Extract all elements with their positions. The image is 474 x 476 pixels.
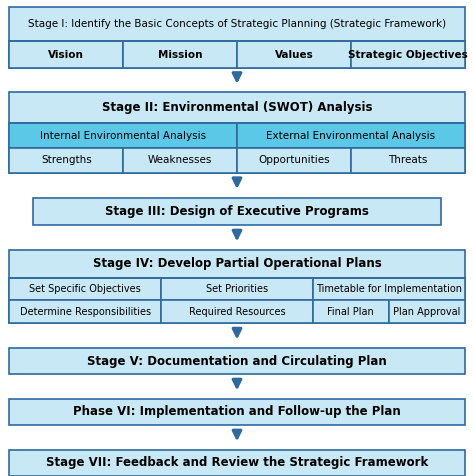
FancyBboxPatch shape [9,348,465,374]
Text: Required Resources: Required Resources [189,307,285,317]
FancyBboxPatch shape [313,278,465,300]
Text: External Environmental Analysis: External Environmental Analysis [266,130,435,141]
Text: Stage II: Environmental (SWOT) Analysis: Stage II: Environmental (SWOT) Analysis [102,101,372,114]
FancyBboxPatch shape [9,278,161,300]
FancyBboxPatch shape [9,250,465,323]
FancyBboxPatch shape [123,41,237,68]
FancyBboxPatch shape [9,123,237,148]
FancyBboxPatch shape [161,278,313,300]
FancyBboxPatch shape [237,41,351,68]
FancyBboxPatch shape [9,300,161,323]
Text: Final Plan: Final Plan [328,307,374,317]
Text: Determine Responsibilities: Determine Responsibilities [20,307,151,317]
FancyBboxPatch shape [9,148,123,173]
FancyBboxPatch shape [33,198,441,225]
Text: Opportunities: Opportunities [258,155,330,166]
Text: Stage I: Identify the Basic Concepts of Strategic Planning (Strategic Framework): Stage I: Identify the Basic Concepts of … [28,19,446,30]
Text: Timetable for Implementation: Timetable for Implementation [316,284,462,294]
Text: Internal Environmental Analysis: Internal Environmental Analysis [40,130,206,141]
Text: Strategic Objectives: Strategic Objectives [348,50,467,60]
FancyBboxPatch shape [161,300,313,323]
FancyBboxPatch shape [9,399,465,425]
Text: Weaknesses: Weaknesses [148,155,212,166]
Text: Stage VII: Feedback and Review the Strategic Framework: Stage VII: Feedback and Review the Strat… [46,456,428,469]
FancyBboxPatch shape [313,300,389,323]
Text: Stage IV: Develop Partial Operational Plans: Stage IV: Develop Partial Operational Pl… [92,257,382,270]
Text: Threats: Threats [388,155,428,166]
FancyBboxPatch shape [9,92,465,173]
FancyBboxPatch shape [237,123,465,148]
FancyBboxPatch shape [9,41,123,68]
Text: Values: Values [274,50,313,60]
FancyBboxPatch shape [9,7,465,68]
Text: Set Specific Objectives: Set Specific Objectives [29,284,141,294]
FancyBboxPatch shape [9,450,465,476]
Text: Phase VI: Implementation and Follow-up the Plan: Phase VI: Implementation and Follow-up t… [73,406,401,418]
Text: Plan Approval: Plan Approval [393,307,460,317]
FancyBboxPatch shape [351,148,465,173]
Text: Strengths: Strengths [41,155,92,166]
Text: Stage V: Documentation and Circulating Plan: Stage V: Documentation and Circulating P… [87,355,387,367]
FancyBboxPatch shape [123,148,237,173]
Text: Stage III: Design of Executive Programs: Stage III: Design of Executive Programs [105,205,369,218]
FancyBboxPatch shape [351,41,465,68]
FancyBboxPatch shape [237,148,351,173]
Text: Vision: Vision [48,50,84,60]
FancyBboxPatch shape [389,300,465,323]
Text: Mission: Mission [158,50,202,60]
Text: Set Priorities: Set Priorities [206,284,268,294]
